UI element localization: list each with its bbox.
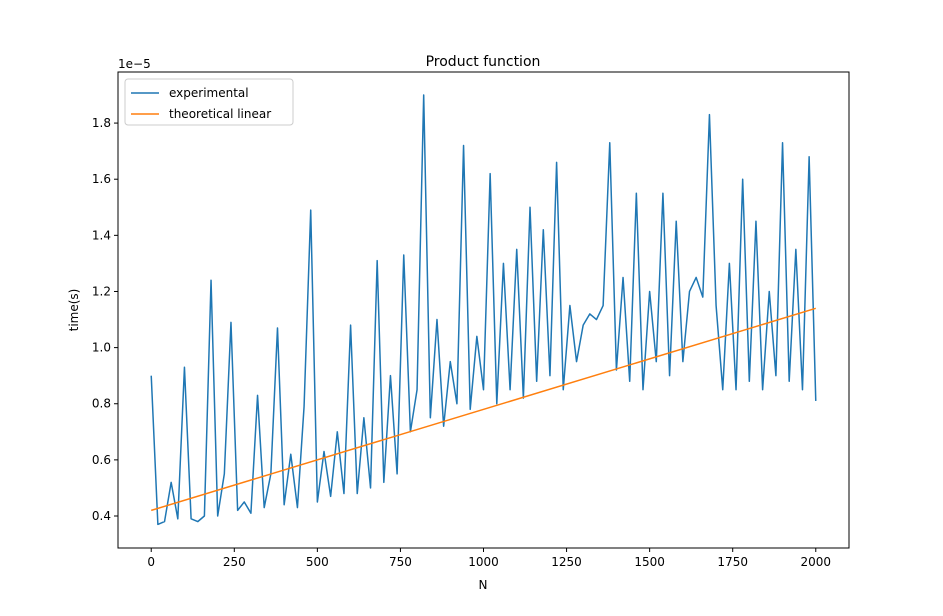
- x-tick-label: 0: [147, 555, 155, 569]
- x-tick-label: 500: [306, 555, 329, 569]
- y-tick-label: 1.2: [92, 284, 111, 298]
- legend-label: theoretical linear: [169, 107, 271, 121]
- x-tick-label: 250: [223, 555, 246, 569]
- y-tick-label: 1.8: [92, 116, 111, 130]
- x-tick-label: 1500: [634, 555, 665, 569]
- plot-frame: [117, 71, 850, 549]
- y-axis-label: time(s): [67, 289, 81, 332]
- y-tick-label: 0.8: [92, 397, 111, 411]
- legend-box: [124, 78, 294, 126]
- data-line: [150, 94, 817, 526]
- y-tick-label: 1.0: [92, 341, 111, 355]
- data-line: [151, 307, 816, 512]
- x-tick-label: 1750: [717, 555, 748, 569]
- x-tick-label: 1000: [468, 555, 499, 569]
- y-tick-label: 0.4: [92, 509, 111, 523]
- x-tick-label: 750: [389, 555, 412, 569]
- y-tick-label: 0.6: [92, 453, 111, 467]
- x-tick-label: 1250: [551, 555, 582, 569]
- y-tick-label: 1.4: [92, 228, 111, 242]
- x-axis-label: N: [479, 578, 488, 592]
- legend-label: experimental: [169, 86, 249, 100]
- y-tick-label: 1.6: [92, 172, 111, 186]
- chart-title: Product function: [426, 54, 541, 70]
- x-tick-label: 2000: [800, 555, 831, 569]
- y-offset-label: 1e−5: [118, 57, 151, 71]
